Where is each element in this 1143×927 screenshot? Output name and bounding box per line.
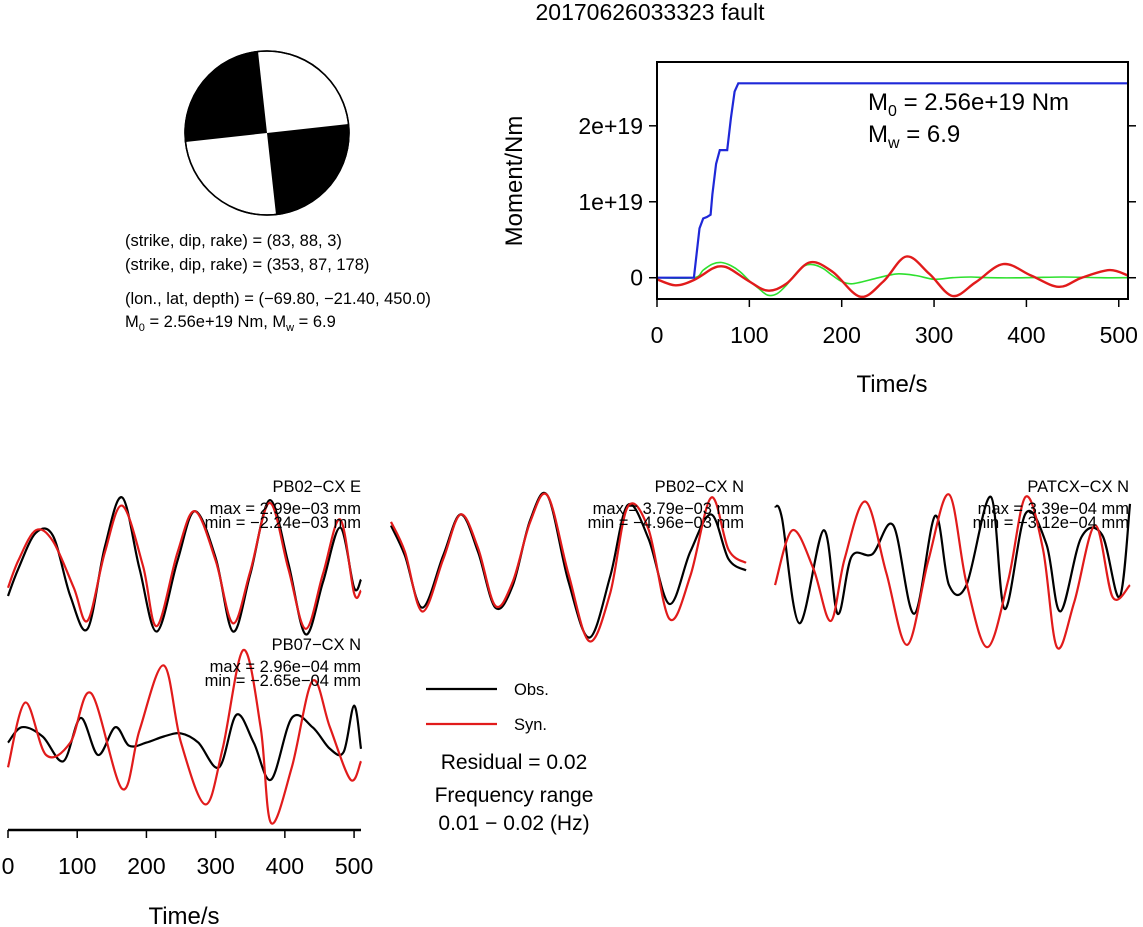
waveform-max-label: max = 3.39e−04 mm [978, 500, 1129, 518]
moment-annotation-mw: Mw = 6.9 [868, 121, 960, 152]
legend-obs-label: Obs. [514, 681, 549, 699]
moment-summary: M0 = 2.56e+19 Nm, Mw = 6.9 [125, 313, 336, 334]
waveform-x-tick-label: 300 [196, 853, 234, 879]
waveform-obs-trace [774, 495, 1132, 625]
moment-x-tick-label: 100 [730, 322, 768, 348]
moment-y-axis-label: Moment/Nm [501, 116, 528, 247]
waveform-x-axis-label: Time/s [148, 903, 219, 927]
residual-label: Residual = 0.02 [441, 751, 588, 774]
frequency-range-value: 0.01 − 0.02 (Hz) [438, 812, 589, 835]
waveform-max-label: max = 2.99e−03 mm [210, 500, 361, 518]
waveform-x-tick-label: 500 [335, 853, 373, 879]
waveform-syn-trace [6, 501, 362, 630]
moment-plot-frame [656, 61, 1129, 300]
waveform-syn-trace [773, 493, 1131, 650]
waveform-min-label: min = −2.65e−04 mm [205, 672, 361, 690]
moment-annotation-m0: M0 = 2.56e+19 Nm [868, 89, 1069, 120]
moment-series-moment [657, 82, 1128, 279]
moment-y-tick-label: 2e+19 [578, 113, 643, 139]
waveform-syn-trace [6, 648, 363, 825]
beach-ball-compression-nw [185, 51, 267, 142]
moment-y-tick-label: 0 [630, 265, 643, 291]
moment-series-rate_syn [656, 255, 1129, 299]
waveform-max-label: max = 2.96e−04 mm [210, 658, 361, 676]
frequency-range-label: Frequency range [435, 784, 594, 807]
moment-x-tick-label: 500 [1100, 322, 1138, 348]
waveform-station-label: PB07−CX N [272, 636, 361, 654]
waveform-max-label: max = 3.79e−03 mm [593, 500, 744, 518]
moment-x-tick-label: 200 [823, 322, 861, 348]
moment-x-tick-label: 300 [915, 322, 953, 348]
waveform-x-tick-label: 0 [2, 853, 15, 879]
legend-syn-label: Syn. [514, 716, 547, 734]
moment-chart: M0 = 2.56e+19 Nm Mw = 6.9 Moment/Nm Time… [501, 61, 1138, 398]
waveform-station-label: PATCX−CX N [1027, 478, 1129, 496]
beach-ball [184, 50, 350, 216]
moment-x-tick-label: 0 [651, 322, 664, 348]
nodal-plane-1: (strike, dip, rake) = (83, 88, 3) [125, 232, 342, 250]
moment-series-rate [656, 261, 1129, 297]
waveform-min-label: min = −2.24e−03 mm [205, 514, 361, 532]
waveform-min-label: min = −4.96e−03 mm [588, 514, 744, 532]
waveform-time-axis: Time/s 0 100 200 300 400 500 [2, 828, 373, 927]
moment-x-tick-label: 400 [1007, 322, 1045, 348]
hypocenter-location: (lon., lat, depth) = (−69.80, −21.40, 45… [125, 290, 431, 308]
waveform-station-label: PB02−CX E [272, 478, 361, 496]
legend: Obs. Syn. Residual = 0.02 Frequency rang… [426, 681, 593, 835]
nodal-plane-2: (strike, dip, rake) = (353, 87, 178) [125, 256, 369, 274]
waveform-obs-trace [7, 704, 363, 781]
waveform-syn-trace [390, 492, 747, 643]
waveform-min-label: min = −3.12e−04 mm [973, 514, 1129, 532]
moment-x-axis-label: Time/s [856, 371, 927, 398]
waveform-x-tick-label: 200 [127, 853, 165, 879]
figure-title: 20170626033323 fault [536, 0, 766, 25]
beach-ball-compression-se [267, 124, 349, 215]
moment-y-tick-label: 1e+19 [578, 189, 643, 215]
waveform-station-label: PB02−CX N [655, 478, 744, 496]
waveform-obs-trace [6, 496, 362, 636]
waveform-x-tick-label: 100 [58, 853, 96, 879]
waveform-x-tick-label: 400 [266, 853, 304, 879]
